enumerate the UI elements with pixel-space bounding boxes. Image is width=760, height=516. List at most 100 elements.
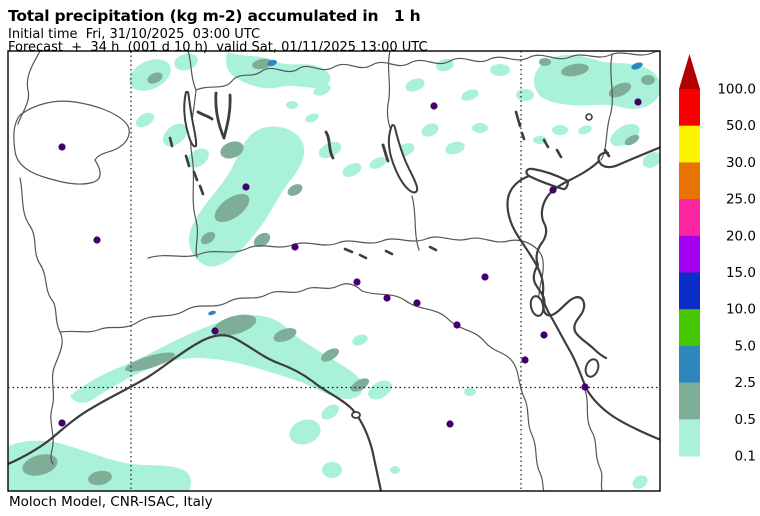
- precip-light-area: [305, 113, 319, 123]
- precip-light-area: [174, 53, 198, 71]
- legend-segment: [679, 309, 700, 347]
- lagoon-outline: [529, 295, 545, 317]
- legend-segment: [679, 345, 700, 384]
- precip-moderate-area: [200, 231, 216, 245]
- precip-moderate-area: [252, 58, 272, 70]
- city-dot: [413, 299, 421, 307]
- precip-moderate-area: [561, 63, 589, 77]
- precip-light-area: [610, 123, 640, 147]
- precip-light-area: [578, 125, 592, 135]
- coastline-adriatic: [525, 159, 601, 191]
- city-dot: [430, 102, 438, 110]
- lake-idro: [381, 143, 390, 163]
- precip-moderate-area: [125, 352, 175, 372]
- legend-label: 5.0: [735, 338, 756, 354]
- precip-light-area: [369, 157, 387, 169]
- precip-moderate-area: [22, 454, 58, 476]
- precip-moderate-area: [320, 348, 340, 362]
- lake-mark: [542, 138, 550, 149]
- legend-label: 0.1: [735, 449, 756, 465]
- precip-moderate-area: [213, 314, 257, 336]
- lake-mark: [603, 148, 611, 158]
- precip-moderate-area: [273, 328, 297, 342]
- island-outline: [584, 358, 600, 378]
- precip-light-area: [321, 404, 339, 420]
- legend-label: 30.0: [726, 155, 756, 171]
- precip-moderate-area: [539, 58, 551, 66]
- city-dot: [93, 236, 101, 244]
- precip-light-layer: [8, 52, 660, 491]
- precip-light-area: [516, 89, 534, 101]
- lake-mark: [520, 131, 526, 141]
- region-border: [584, 389, 603, 491]
- legend-label: 15.0: [726, 265, 756, 281]
- legend-segment: [679, 419, 700, 457]
- precip-moderate-area: [214, 193, 250, 223]
- region-border: [411, 195, 420, 251]
- legend-label: 2.5: [735, 375, 756, 391]
- precip-light-area: [390, 466, 400, 474]
- region-border: [147, 236, 544, 306]
- precip-light-area: [8, 440, 191, 491]
- legend-label: 50.0: [726, 118, 756, 134]
- city-dot: [634, 98, 642, 106]
- river-mark: [192, 170, 199, 182]
- city-dot: [58, 419, 66, 427]
- city-dot: [521, 356, 529, 364]
- precip-heavy-area: [631, 62, 643, 70]
- precip-light-area: [461, 89, 479, 101]
- river-mark: [343, 247, 354, 254]
- precip-light-area: [368, 380, 392, 400]
- region-border: [361, 290, 545, 491]
- city-dot: [453, 321, 461, 329]
- lake-garda: [387, 124, 419, 194]
- islet-outline: [351, 411, 361, 419]
- lake-iseo: [324, 130, 335, 160]
- region-border: [386, 51, 393, 134]
- precip-light-area: [445, 141, 465, 155]
- precip-light-area: [286, 101, 298, 109]
- precip-light-area: [472, 123, 488, 133]
- legend-segment: [679, 162, 700, 200]
- gridline-layer: [8, 51, 660, 491]
- precip-light-area: [421, 123, 439, 137]
- coastline-layer: [8, 146, 660, 491]
- city-dot: [353, 278, 361, 286]
- precip-light-area: [642, 152, 660, 168]
- precip-heavy-layer: [208, 59, 643, 316]
- precip-light-area: [490, 64, 510, 76]
- region-border: [59, 283, 363, 333]
- legend-segment: [679, 125, 700, 163]
- forecast-line: Forecast + 34 h (001 d 10 h) valid Sat, …: [8, 40, 428, 55]
- river-mark: [428, 245, 438, 252]
- precip-moderate-area: [350, 378, 370, 392]
- precip-heavy-area: [267, 59, 277, 67]
- region-border: [13, 100, 130, 185]
- precip-moderate-area: [147, 72, 163, 84]
- precip-light-area: [533, 136, 547, 144]
- lake-mark: [514, 110, 522, 128]
- legend-arrow: [679, 54, 700, 89]
- map-inner: [8, 51, 660, 491]
- legend-label: 20.0: [726, 228, 756, 244]
- small-lake-ring: [585, 113, 593, 121]
- precip-heavy-area: [208, 310, 216, 316]
- region-border: [17, 51, 41, 125]
- precip-light-area: [129, 59, 171, 91]
- legend-segment: [679, 235, 700, 273]
- river-mark: [384, 249, 394, 256]
- city-dot: [540, 331, 548, 339]
- city-dot: [549, 186, 557, 194]
- legend-segment: [679, 382, 700, 420]
- lake-como: [214, 91, 226, 140]
- legend-label: 10.0: [726, 302, 756, 318]
- legend-segment: [679, 89, 700, 127]
- city-dot: [211, 327, 219, 335]
- region-border: [187, 51, 660, 91]
- legend-segment: [679, 272, 700, 310]
- coastline-adriatic: [597, 146, 660, 169]
- city-dot: [581, 383, 589, 391]
- region-border-layer: [13, 51, 660, 491]
- city-dot: [481, 273, 489, 281]
